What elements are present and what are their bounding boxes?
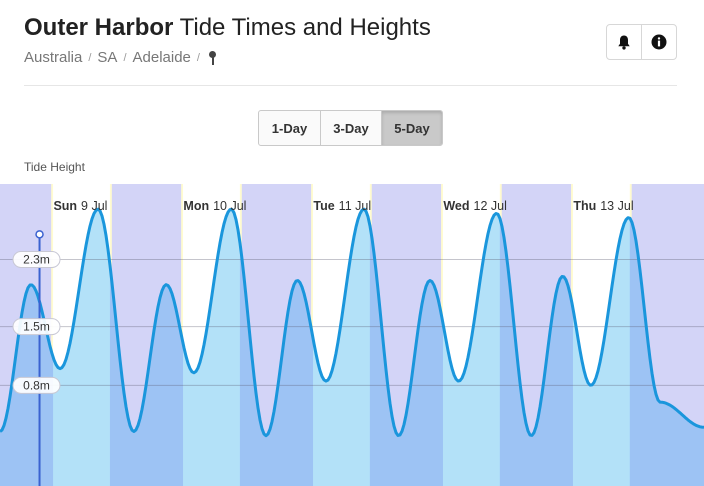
tide-chart[interactable]: 0.8m 1.5m 2.3m Sun 9 Jul Mon 10 Jul Tue 11 Jul We… — [0, 184, 704, 486]
breadcrumb-separator: / — [196, 51, 200, 64]
chart-label: Tide Height — [24, 160, 85, 174]
day-label: Wed 12 Jul — [443, 199, 507, 213]
current-time-marker — [35, 230, 44, 486]
title-suffix: Tide Times and Heights — [179, 14, 431, 41]
y-tick-label: 0.8m — [12, 376, 61, 394]
breadcrumb-separator: / — [88, 51, 92, 64]
day-label: Thu 13 Jul — [573, 199, 633, 213]
header-actions — [606, 24, 677, 60]
tide-curve — [0, 207, 704, 438]
alerts-button[interactable] — [607, 25, 641, 59]
breadcrumb-state[interactable]: SA — [97, 49, 118, 66]
range-5-day-button[interactable]: 5-Day — [381, 111, 442, 145]
page-title: Outer Harbor Tide Times and Heights — [24, 14, 431, 42]
header-divider — [24, 85, 677, 86]
bell-icon — [618, 35, 630, 50]
location-name: Outer Harbor — [24, 14, 174, 41]
breadcrumb-city[interactable]: Adelaide — [132, 49, 191, 66]
day-label: Mon 10 Jul — [183, 199, 246, 213]
svg-text:0.8m: 0.8m — [23, 378, 50, 392]
range-3-day-button[interactable]: 3-Day — [320, 111, 381, 145]
y-tick-label: 1.5m — [12, 318, 61, 336]
breadcrumb-separator: / — [123, 51, 127, 64]
range-1-day-button[interactable]: 1-Day — [271, 120, 308, 136]
day-label: Sun 9 Jul — [53, 199, 107, 213]
info-button[interactable] — [641, 25, 676, 59]
y-tick-label: 2.3m — [12, 251, 61, 268]
now-dot[interactable] — [35, 230, 44, 239]
range-selector: 1-Day 3-Day 5-Day — [258, 110, 443, 146]
day-label: Tue 11 Jul — [313, 199, 371, 213]
info-icon — [651, 34, 667, 50]
breadcrumb: Australia / SA / Adelaide / — [24, 49, 218, 66]
axis-labels: 0.8m 1.5m 2.3m Sun 9 Jul Mon 10 Jul Tue 11 Jul We… — [12, 199, 634, 394]
svg-text:1.5m: 1.5m — [23, 320, 50, 334]
svg-text:2.3m: 2.3m — [23, 253, 50, 267]
breadcrumb-country[interactable]: Australia — [24, 49, 83, 66]
map-pin-icon[interactable] — [208, 50, 218, 66]
